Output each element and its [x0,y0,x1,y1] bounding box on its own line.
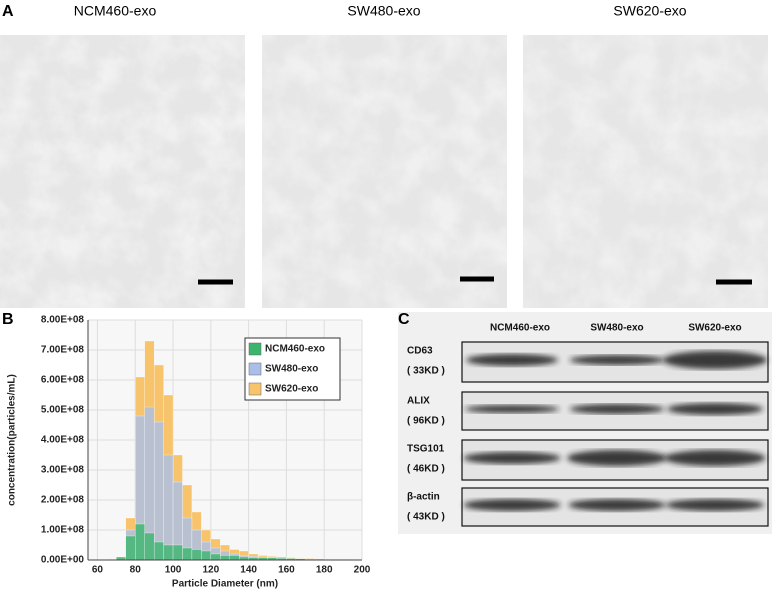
x-tick-label: 200 [354,565,371,576]
legend-label: SW480-exo [265,364,318,375]
legend-label: NCM460-exo [265,344,325,355]
panel-label: B [2,311,14,328]
micrograph [0,35,245,308]
y-tick-label: 7.00E+08 [41,345,85,356]
legend-label: SW620-exo [265,384,318,395]
size-label: ( 43KD ) [407,512,445,523]
image-title: NCM460-exo [74,3,157,19]
band [667,403,763,415]
panel-label: C [398,311,410,328]
band [568,499,665,511]
band [666,499,765,511]
x-tick-label: 140 [240,565,257,576]
bar [164,455,173,560]
band [570,355,665,365]
x-tick-label: 100 [165,565,182,576]
protein-label: TSG101 [407,444,445,455]
x-tick-label: 160 [278,565,295,576]
x-axis-label: Particle Diameter (nm) [172,579,278,590]
y-tick-label: 2.00E+08 [41,495,85,506]
bar [126,536,135,560]
size-label: ( 46KD ) [407,464,445,475]
y-tick-label: 6.00E+08 [41,375,85,386]
y-tick-label: 8.00E+08 [41,315,85,326]
band [463,499,560,511]
legend-swatch [249,343,261,355]
protein-label: ALIX [407,396,430,407]
image-title: SW480-exo [347,3,420,19]
bar [135,524,144,560]
bar [173,545,182,560]
bar [145,533,154,560]
band [465,405,560,413]
micrograph [523,35,768,308]
bar [211,554,220,560]
band [663,351,767,369]
protein-label: CD63 [407,346,433,357]
column-header: SW620-exo [688,323,741,334]
micrograph [262,35,507,308]
band [567,450,667,466]
band [570,404,665,414]
band [466,354,558,366]
x-tick-label: 120 [202,565,219,576]
band [463,452,560,464]
protein-label: β-actin [407,492,440,503]
bar [220,556,229,561]
y-tick-label: 4.00E+08 [41,435,85,446]
y-tick-label: 0.00E+00 [41,555,85,566]
size-label: ( 33KD ) [407,366,445,377]
legend-swatch [249,383,261,395]
bar [164,545,173,560]
x-tick-label: 80 [130,565,142,576]
bar [154,422,163,560]
column-header: NCM460-exo [490,323,550,334]
image-title: SW620-exo [613,3,686,19]
y-tick-label: 1.00E+08 [41,525,85,536]
bar [230,556,239,561]
y-tick-label: 5.00E+08 [41,405,85,416]
panel-label: A [2,3,14,20]
x-tick-label: 180 [316,565,333,576]
bar [192,550,201,561]
x-tick-label: 60 [92,565,104,576]
legend-swatch [249,363,261,375]
y-tick-label: 3.00E+08 [41,465,85,476]
y-axis-label: concentration(particles/mL) [7,374,18,506]
band [664,450,765,466]
size-label: ( 96KD ) [407,416,445,427]
bar [154,542,163,560]
bar [201,551,210,560]
column-header: SW480-exo [590,323,643,334]
bar [182,548,191,560]
